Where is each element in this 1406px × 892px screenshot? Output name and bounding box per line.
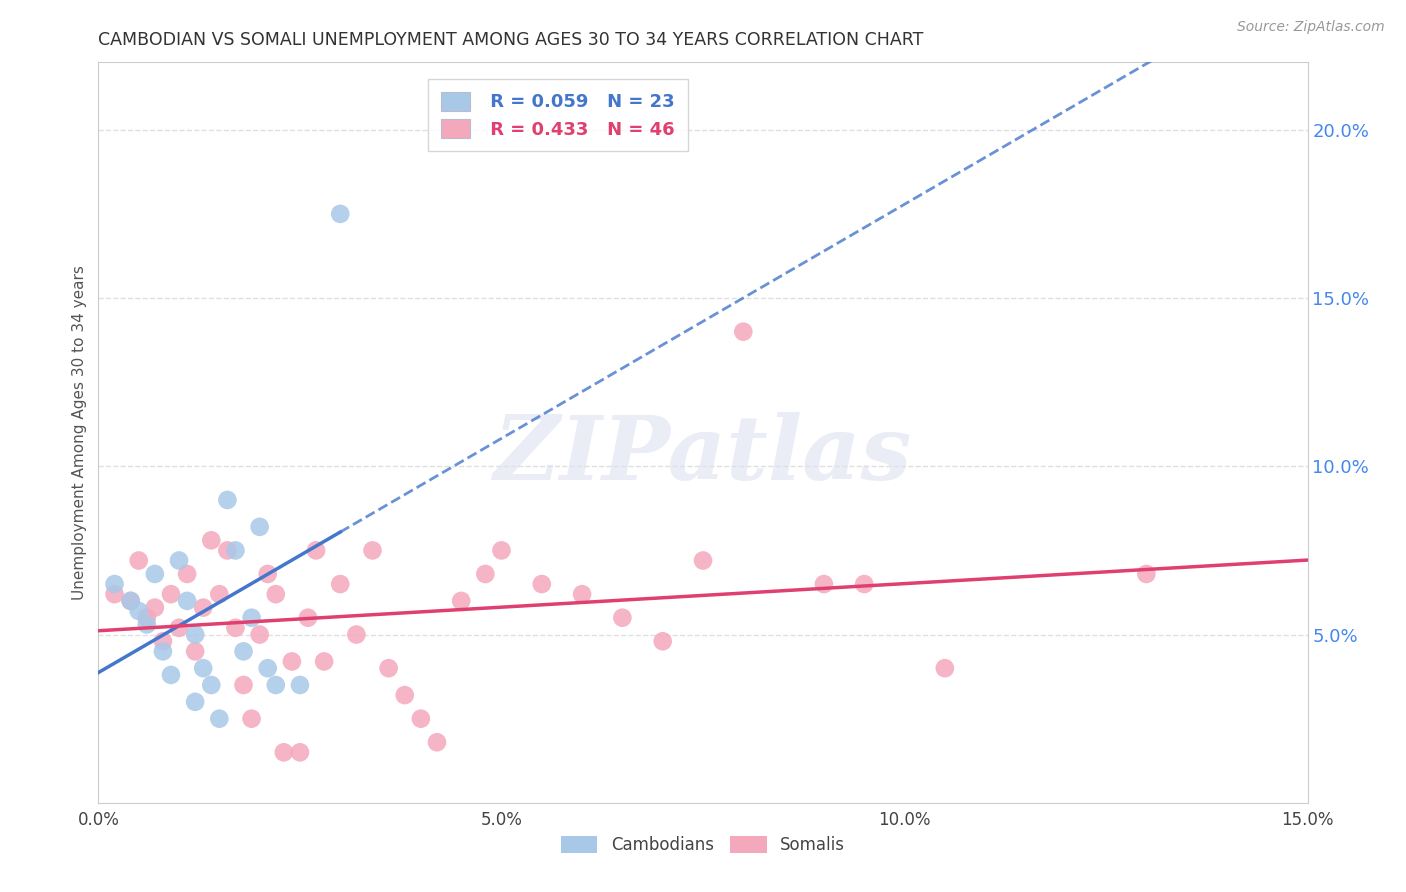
Point [288, 678, 311, 692]
Legend: Cambodians, Somalis: Cambodians, Somalis [554, 830, 852, 861]
Point [314, 655, 336, 669]
Point [135, 617, 157, 632]
Point [128, 604, 150, 618]
Point [256, 566, 278, 581]
Point [329, 577, 352, 591]
Point [934, 661, 956, 675]
Point [152, 634, 174, 648]
Point [571, 587, 593, 601]
Point [184, 627, 207, 641]
Point [409, 712, 432, 726]
Point [184, 695, 207, 709]
Point [103, 587, 125, 601]
Point [813, 577, 835, 591]
Point [200, 678, 222, 692]
Point [208, 587, 231, 601]
Point [152, 644, 174, 658]
Point [361, 543, 384, 558]
Point [143, 600, 166, 615]
Point [264, 587, 287, 601]
Point [224, 543, 246, 558]
Point [176, 594, 198, 608]
Point [232, 678, 254, 692]
Point [612, 610, 634, 624]
Text: ZIPatlas: ZIPatlas [495, 411, 911, 498]
Point [184, 644, 207, 658]
Point [853, 577, 876, 591]
Point [160, 668, 183, 682]
Text: Source: ZipAtlas.com: Source: ZipAtlas.com [1237, 20, 1385, 34]
Point [217, 543, 239, 558]
Point [208, 712, 231, 726]
Point [692, 553, 714, 567]
Point [1135, 566, 1157, 581]
Point [240, 712, 263, 726]
Point [256, 661, 278, 675]
Point [491, 543, 513, 558]
Point [167, 553, 190, 567]
Point [224, 621, 246, 635]
Point [240, 610, 263, 624]
Point [733, 325, 755, 339]
Point [249, 627, 271, 641]
Point [344, 627, 367, 641]
Point [135, 610, 157, 624]
Point [530, 577, 553, 591]
Point [143, 566, 166, 581]
Point [394, 688, 416, 702]
Point [200, 533, 222, 548]
Point [273, 745, 295, 759]
Point [474, 566, 496, 581]
Point [450, 594, 472, 608]
Point [426, 735, 449, 749]
Point [160, 587, 183, 601]
Point [120, 594, 142, 608]
Point [193, 661, 215, 675]
Point [297, 610, 319, 624]
Point [329, 207, 352, 221]
Point [281, 655, 304, 669]
Point [232, 644, 254, 658]
Point [377, 661, 399, 675]
Point [167, 621, 190, 635]
Point [128, 553, 150, 567]
Point [288, 745, 311, 759]
Point [217, 492, 239, 507]
Point [305, 543, 328, 558]
Y-axis label: Unemployment Among Ages 30 to 34 years: Unemployment Among Ages 30 to 34 years [72, 265, 87, 600]
Point [103, 577, 125, 591]
Point [651, 634, 673, 648]
Point [193, 600, 215, 615]
Point [249, 520, 271, 534]
Text: CAMBODIAN VS SOMALI UNEMPLOYMENT AMONG AGES 30 TO 34 YEARS CORRELATION CHART: CAMBODIAN VS SOMALI UNEMPLOYMENT AMONG A… [98, 31, 924, 49]
Point [120, 594, 142, 608]
Point [176, 566, 198, 581]
Point [264, 678, 287, 692]
